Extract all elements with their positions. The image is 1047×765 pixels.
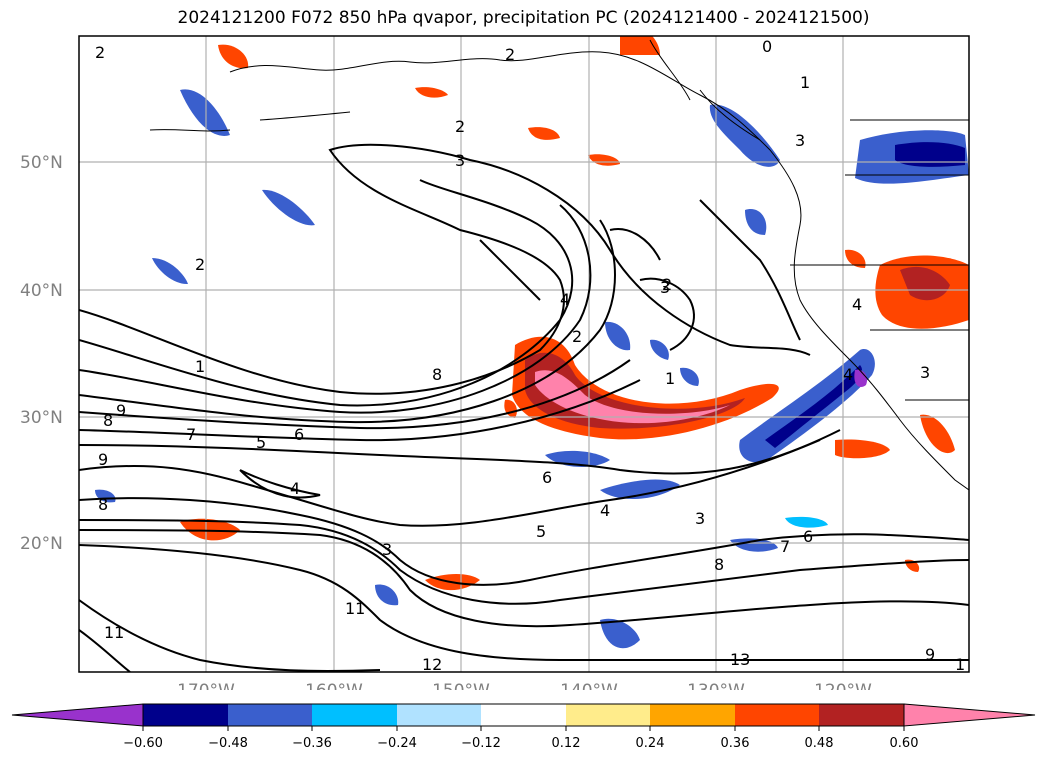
contour-label: 8	[103, 411, 113, 430]
contour-label: 11	[345, 599, 365, 618]
contour-label: 6	[294, 425, 304, 444]
colorbar-tick-label: −0.48	[208, 736, 248, 751]
contour-label: 4	[852, 295, 862, 314]
colorbar-tick-label: −0.12	[461, 736, 501, 751]
colorbar-segment	[143, 704, 228, 726]
lat-label-30n: 30°N	[20, 408, 63, 428]
lon-label-140w: 140°W	[560, 681, 618, 690]
colorbar-segment	[397, 704, 481, 726]
contour-labels: 2 2 0 1 2 3 3 2 2 4 2 3 4 1 1 8 9 8 7 5 …	[95, 37, 965, 674]
contour-label: 3	[382, 540, 392, 559]
contour-label: 5	[256, 433, 266, 452]
map-frame	[78, 35, 970, 673]
lon-label-170w: 170°W	[177, 681, 235, 690]
contour-label: 7	[780, 537, 790, 556]
contour-label: 1	[665, 369, 675, 388]
contour-label: 1	[955, 655, 965, 674]
plot-title: 2024121200 F072 850 hPa qvapor, precipit…	[177, 8, 870, 28]
contour-label: 2	[662, 275, 672, 294]
contour-label: 3	[920, 363, 930, 382]
contour-label: 2	[572, 327, 582, 346]
lat-label-40n: 40°N	[20, 281, 63, 301]
contour-label: 9	[116, 401, 126, 420]
contour-label: 8	[432, 365, 442, 384]
lon-label-150w: 150°W	[432, 681, 490, 690]
contour-label: 6	[803, 527, 813, 546]
colorbar-segment	[650, 704, 735, 726]
contour-label: 9	[98, 450, 108, 469]
colorbar-segment	[819, 704, 904, 726]
graticule	[79, 36, 969, 672]
colorbar-ticks	[142, 726, 905, 731]
contour-label: 2	[505, 45, 515, 64]
latitude-labels: 50°N 40°N 30°N 20°N	[20, 153, 63, 554]
contour-label: 1	[800, 73, 810, 92]
colorbar-tick-labels: −0.60 −0.48 −0.36 −0.24 −0.12 0.12 0.24 …	[123, 736, 918, 751]
lon-label-120w: 120°W	[814, 681, 872, 690]
contour-label: 1	[195, 357, 205, 376]
colorbar-extend-right	[903, 703, 1036, 727]
contour-label: 2	[95, 43, 105, 62]
contour-label: 7	[186, 425, 196, 444]
colorbar-segment	[735, 704, 819, 726]
contour-label: 2	[195, 255, 205, 274]
lat-label-50n: 50°N	[20, 153, 63, 173]
longitude-labels: 170°W 160°W 150°W 140°W 130°W 120°W	[177, 681, 872, 690]
contour-label: 0	[762, 37, 772, 56]
contour-label: 3	[695, 509, 705, 528]
lon-label-160w: 160°W	[305, 681, 363, 690]
qvapor-contours	[79, 143, 969, 672]
colorbar-tick-label: −0.60	[123, 736, 163, 751]
colorbar-tick-label: −0.36	[292, 736, 332, 751]
precip-negative-band	[739, 349, 875, 463]
contour-label: 2	[455, 117, 465, 136]
contour-label: 4	[843, 365, 853, 384]
colorbar-extend-left	[11, 703, 144, 727]
contour-label: 3	[455, 151, 465, 170]
colorbar-segment	[228, 704, 312, 726]
contour-label: 9	[925, 645, 935, 664]
contour-label: 8	[714, 555, 724, 574]
colorbar-tick-label: −0.24	[377, 736, 417, 751]
colorbar-tick-label: 0.60	[890, 736, 919, 751]
colorbar-tick-label: 0.48	[805, 736, 834, 751]
contour-label: 8	[98, 495, 108, 514]
colorbar-segment	[312, 704, 397, 726]
colorbar-segments	[11, 703, 1036, 727]
coastlines	[149, 39, 969, 491]
colorbar-tick-label: 0.12	[552, 736, 581, 751]
contour-label: 4	[560, 290, 570, 309]
lat-label-20n: 20°N	[20, 534, 63, 554]
contour-label: 3	[795, 131, 805, 150]
contour-label: 13	[730, 650, 750, 669]
colorbar-segment	[481, 704, 566, 726]
contour-label: 12	[422, 655, 442, 674]
colorbar-tick-label: 0.24	[636, 736, 665, 751]
contour-label: 4	[290, 479, 300, 498]
map-panel: 2 2 0 1 2 3 3 2 2 4 2 3 4 1 1 8 9 8 7 5 …	[20, 35, 970, 690]
contour-label: 11	[104, 623, 124, 642]
contour-label: 5	[536, 522, 546, 541]
contour-label: 3	[660, 278, 670, 297]
contour-label: 4	[600, 501, 610, 520]
lon-label-130w: 130°W	[687, 681, 745, 690]
precip-shading	[95, 36, 969, 649]
colorbar-segment	[566, 704, 650, 726]
colorbar-tick-label: 0.36	[721, 736, 750, 751]
contour-label: 6	[542, 468, 552, 487]
